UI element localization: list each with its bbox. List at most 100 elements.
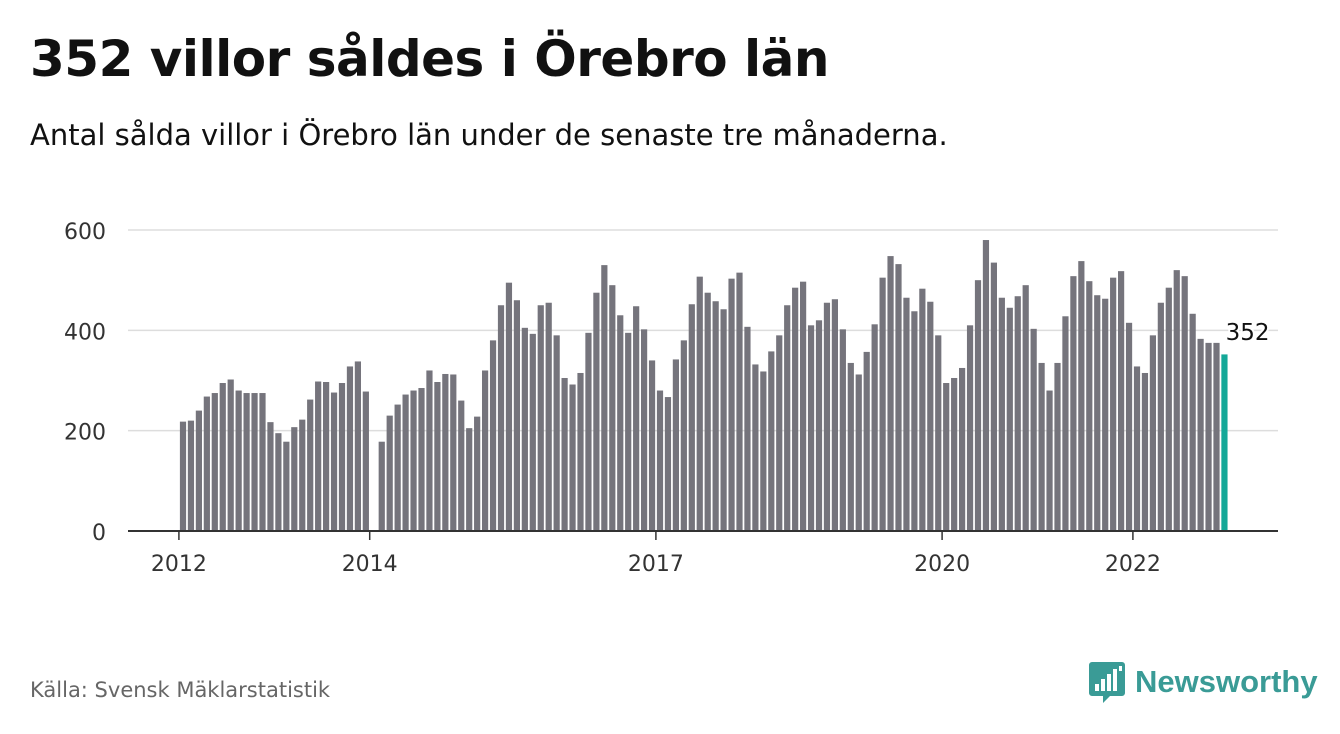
bar <box>394 404 401 531</box>
bar <box>680 340 687 531</box>
bar <box>712 301 719 531</box>
bars <box>179 240 1228 532</box>
bar <box>823 302 831 531</box>
y-tick-label: 0 <box>92 521 106 546</box>
bar <box>919 288 926 531</box>
bar <box>338 383 346 531</box>
bar <box>283 441 290 531</box>
chart-title: 352 villor såldes i Örebro län <box>30 30 830 88</box>
bar <box>1046 390 1053 531</box>
bar <box>1006 307 1013 531</box>
bar <box>903 297 910 531</box>
bar <box>251 393 258 531</box>
bar <box>410 390 417 531</box>
bar <box>561 377 568 531</box>
bar <box>807 325 815 531</box>
bar <box>959 367 966 531</box>
bar <box>839 329 846 531</box>
bar <box>847 362 854 531</box>
brand-name: Newsworthy <box>1135 664 1318 699</box>
bar <box>1189 313 1196 531</box>
bar <box>513 300 520 531</box>
bar <box>641 329 648 531</box>
bar <box>792 287 799 531</box>
x-tick-label: 2014 <box>342 552 398 577</box>
source-note: Källa: Svensk Mäklarstatistik <box>30 678 331 702</box>
bar <box>664 397 672 531</box>
bar <box>593 292 600 531</box>
bar <box>450 374 457 531</box>
bar <box>1205 342 1212 532</box>
bar <box>625 332 632 531</box>
bar <box>1062 316 1069 531</box>
axis-labels: 0 200 400 600 2012 2014 2017 2020 2022 352 <box>64 220 1272 577</box>
bar <box>879 277 886 531</box>
bar <box>227 379 234 531</box>
bar <box>291 427 298 531</box>
bar <box>688 304 695 531</box>
bar <box>346 366 354 531</box>
bar <box>243 393 250 531</box>
bar <box>831 299 838 531</box>
bar <box>672 359 679 531</box>
newsworthy-logo-icon <box>1089 662 1125 703</box>
bar <box>442 373 449 531</box>
bar <box>815 320 823 531</box>
y-tick-label: 600 <box>64 220 106 245</box>
bar <box>1213 342 1220 532</box>
bar <box>1094 295 1101 531</box>
bar <box>585 332 592 531</box>
bar <box>966 325 974 531</box>
bar <box>545 302 552 531</box>
bar <box>776 335 783 531</box>
bar <box>1086 281 1093 531</box>
bar <box>895 264 902 531</box>
bar <box>943 383 950 531</box>
bar <box>982 240 990 531</box>
bar <box>466 428 473 531</box>
highlight-bar <box>1221 354 1228 531</box>
x-tick-label: 2020 <box>914 552 970 577</box>
bar <box>951 377 958 531</box>
bar <box>887 256 894 531</box>
bar <box>1165 287 1172 531</box>
bar <box>752 364 759 531</box>
newsworthy-logo[interactable]: Newsworthy <box>1088 660 1318 704</box>
bar <box>418 388 425 531</box>
bar <box>474 416 481 531</box>
bar <box>998 297 1005 531</box>
bar <box>1078 261 1085 531</box>
bar <box>656 390 664 531</box>
bar <box>434 382 441 531</box>
bar <box>354 361 361 531</box>
bar <box>307 399 314 531</box>
bar <box>482 370 489 531</box>
bar <box>728 278 735 531</box>
chart-subtitle: Antal sålda villor i Örebro län under de… <box>30 118 948 152</box>
bar <box>529 333 536 531</box>
bar <box>521 327 528 531</box>
bar <box>855 374 862 531</box>
bar <box>315 381 322 531</box>
bar <box>497 305 505 531</box>
bar <box>911 311 918 531</box>
bar <box>1118 271 1125 531</box>
bar <box>275 433 282 531</box>
bar <box>1014 296 1021 531</box>
bar <box>569 384 576 531</box>
bar <box>1141 372 1149 531</box>
bar <box>1038 362 1045 531</box>
bar <box>489 340 497 531</box>
y-tick-label: 200 <box>64 421 106 446</box>
bar <box>974 280 982 531</box>
bar <box>601 265 608 531</box>
bar <box>768 351 775 531</box>
bar-chart: 0 200 400 600 2012 2014 2017 2020 2022 352 <box>64 220 1278 577</box>
bar <box>426 370 433 531</box>
bar <box>648 360 656 531</box>
bar <box>1070 276 1077 531</box>
bar <box>1110 277 1117 531</box>
bar <box>537 305 544 531</box>
bar <box>203 396 210 531</box>
bar <box>1133 366 1141 531</box>
